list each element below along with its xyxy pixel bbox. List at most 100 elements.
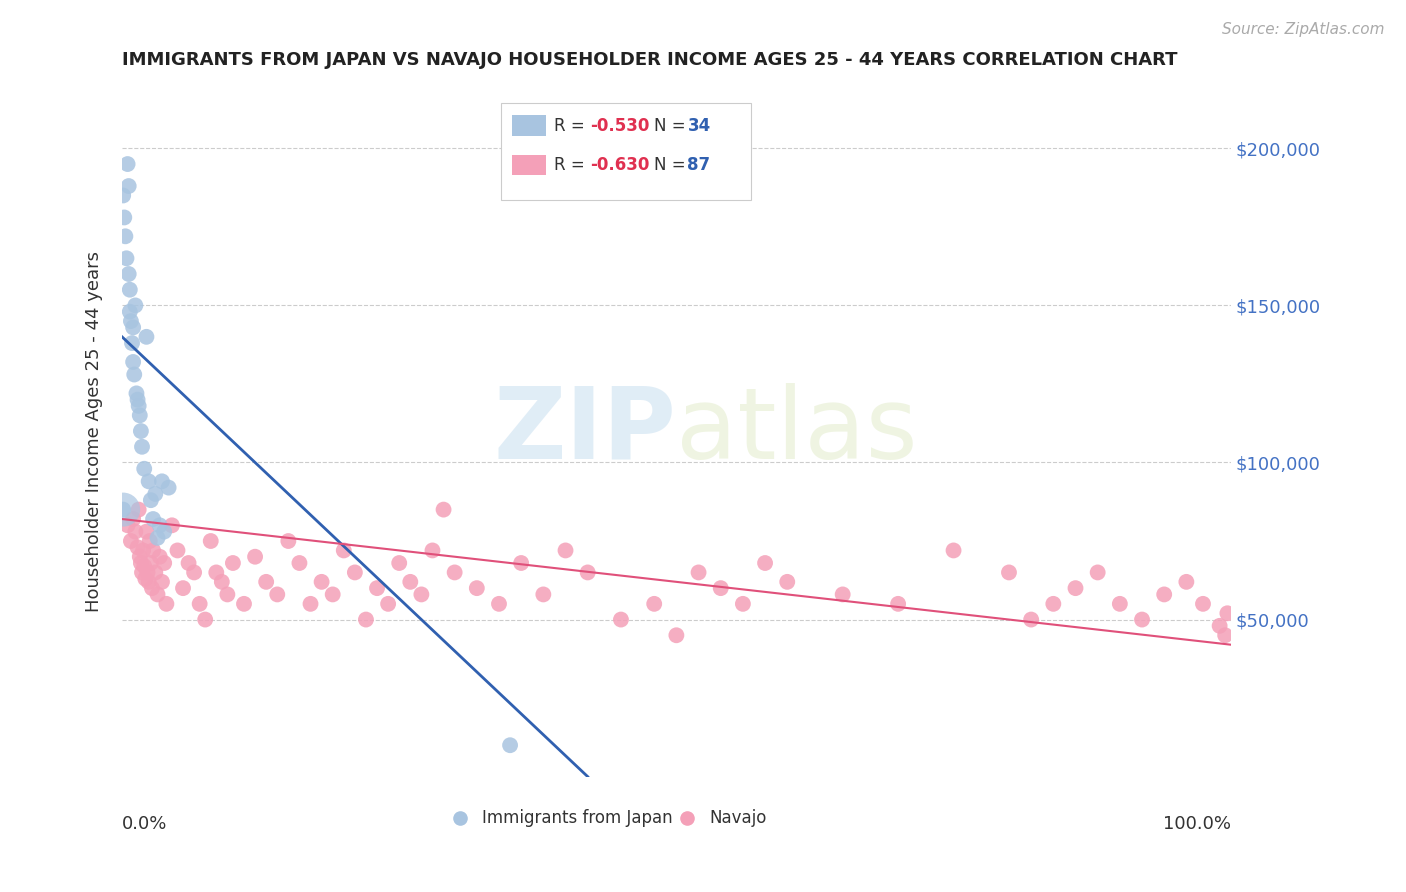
Point [122,368,145,382]
Point [183,566,205,580]
Point [112,188,135,202]
Point [266,587,288,601]
Point [1108,597,1130,611]
Text: ZIP: ZIP [494,383,676,480]
Point [153,556,176,570]
Point [139,493,162,508]
Point [166,543,188,558]
Point [138,574,160,589]
Point [665,628,688,642]
Point [1087,566,1109,580]
Point [277,534,299,549]
Point [129,556,152,570]
Point [128,399,150,413]
Point [155,597,177,611]
Point [311,574,333,589]
Point [142,512,165,526]
Point [138,475,160,489]
Point [205,566,228,580]
Point [554,543,576,558]
Point [136,566,159,580]
Bar [512,154,546,176]
Point [129,424,152,438]
Point [643,597,665,611]
Point [122,355,145,369]
Point [124,524,146,539]
Point [112,502,135,516]
Point [465,581,488,595]
Point [127,541,149,555]
Point [1042,597,1064,611]
Point [128,502,150,516]
Text: 87: 87 [688,156,710,174]
Point [139,556,162,570]
Point [411,587,433,601]
Point [146,531,169,545]
Point [150,574,173,589]
Point [121,336,143,351]
Point [676,770,699,784]
Point [125,386,148,401]
Point [499,738,522,752]
Point [128,549,150,564]
Point [200,534,222,549]
Point [243,549,266,564]
Point [122,320,145,334]
Point [132,543,155,558]
Point [135,330,157,344]
Point [531,587,554,601]
Point [343,566,366,580]
Point [153,524,176,539]
Point [112,502,135,516]
Point [194,613,217,627]
Point [211,574,233,589]
Point [688,566,710,580]
Point [388,556,411,570]
Point [488,597,510,611]
Point [134,462,156,476]
Point [149,549,172,564]
Point [998,566,1021,580]
Point [942,543,965,558]
Point [160,518,183,533]
Text: N =: N = [654,156,692,174]
Point [141,581,163,595]
Point [354,613,377,627]
Point [222,556,245,570]
Point [710,581,733,595]
Point [172,581,194,595]
Text: 0.0%: 0.0% [122,814,167,832]
Point [1064,581,1087,595]
Point [139,534,162,549]
Point [333,543,356,558]
Text: Source: ZipAtlas.com: Source: ZipAtlas.com [1222,22,1385,37]
Point [131,440,153,454]
Bar [501,103,751,200]
Point [134,572,156,586]
Point [115,252,138,266]
Point [1153,587,1175,601]
Text: -0.530: -0.530 [591,117,650,135]
Text: 100.0%: 100.0% [1163,814,1230,832]
Point [510,556,533,570]
Point [422,543,444,558]
Point [449,770,471,784]
Point [366,581,388,595]
Point [776,574,799,589]
Point [135,524,157,539]
Point [1216,607,1239,621]
Point [1130,613,1153,627]
Title: IMMIGRANTS FROM JAPAN VS NAVAJO HOUSEHOLDER INCOME AGES 25 - 44 YEARS CORRELATIO: IMMIGRANTS FROM JAPAN VS NAVAJO HOUSEHOL… [122,51,1178,69]
Point [124,298,146,312]
Point [731,597,754,611]
Point [120,314,142,328]
Point [143,566,166,580]
Text: atlas: atlas [676,383,918,480]
Text: R =: R = [554,117,591,135]
Point [887,597,910,611]
Bar [512,115,546,136]
Point [142,543,165,558]
Point [1192,597,1215,611]
Text: 34: 34 [688,117,710,135]
Point [233,597,256,611]
